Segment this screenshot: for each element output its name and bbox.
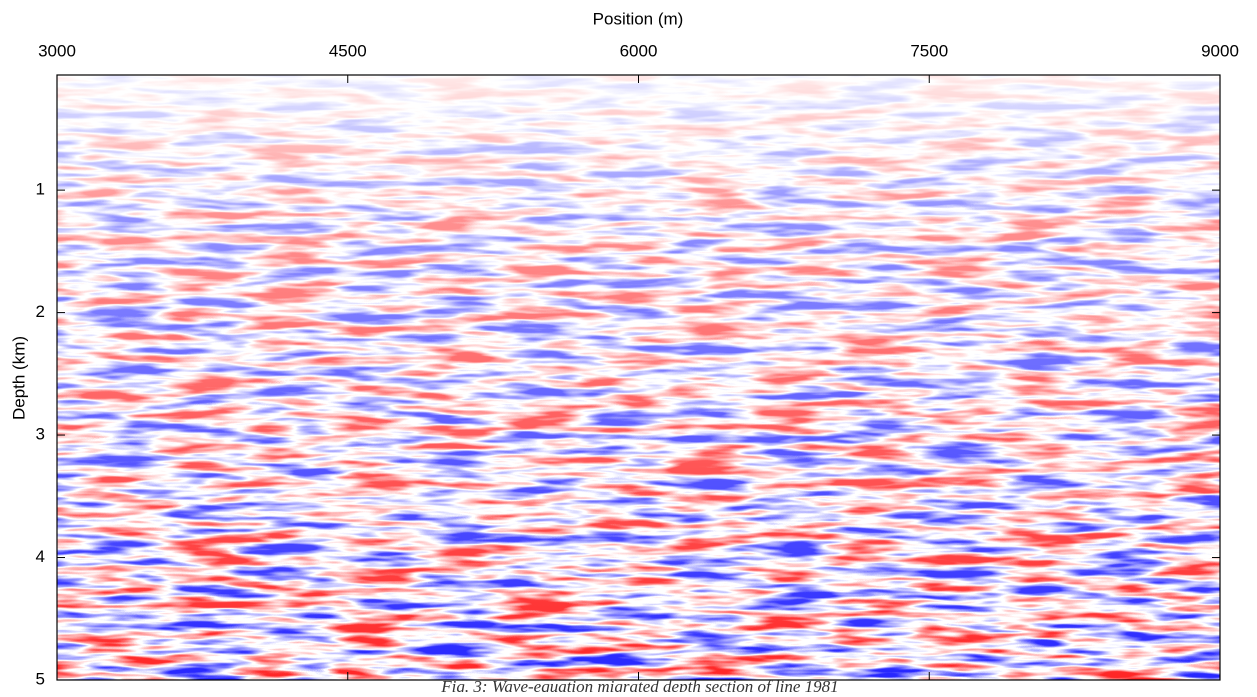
x-tick-label: 7500 xyxy=(910,41,948,60)
x-tick-label: 4500 xyxy=(329,41,367,60)
x-tick-label: 3000 xyxy=(38,41,76,60)
y-tick-label: 3 xyxy=(36,425,45,444)
caption: Fig. 3: Wave-equation migrated depth sec… xyxy=(440,677,838,692)
x-tick-label: 6000 xyxy=(620,41,658,60)
x-tick-label: 9000 xyxy=(1201,41,1239,60)
y-tick-label: 2 xyxy=(36,302,45,321)
y-tick-label: 1 xyxy=(36,180,45,199)
y-tick-label: 4 xyxy=(36,547,45,566)
y-tick-label: 5 xyxy=(36,669,45,688)
seismic-image xyxy=(57,75,1220,680)
y-axis-label: Depth (km) xyxy=(9,336,28,420)
x-axis-label: Position (m) xyxy=(593,9,684,28)
